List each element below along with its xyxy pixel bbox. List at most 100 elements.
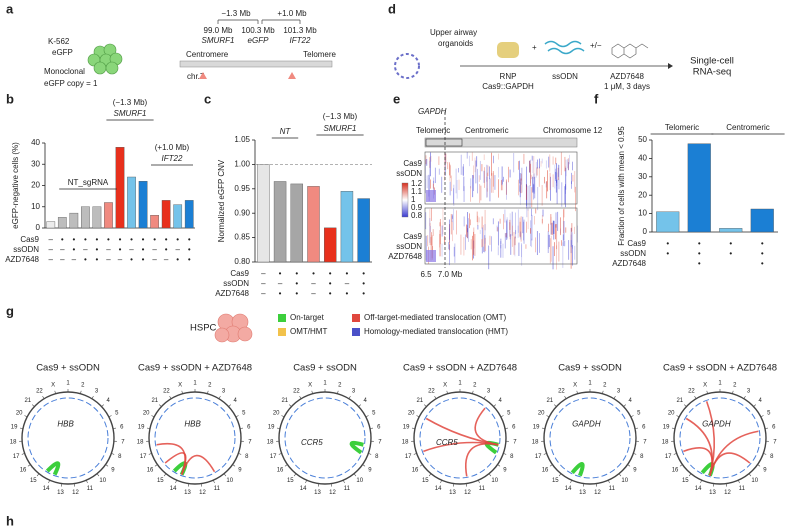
locus-position: 100.3 Mb [241, 26, 275, 35]
ideogram-tick [163, 473, 167, 477]
heat-cell [455, 168, 457, 194]
y-tick-label: 10 [638, 209, 647, 218]
heat-cell [497, 227, 499, 232]
plot-title: Cas9 + ssODN [558, 363, 622, 374]
annotation: (+1.0 Mb) [155, 143, 190, 152]
chromosome-label: 10 [491, 478, 498, 484]
chromosome-label: 8 [510, 454, 514, 460]
chromosome-label: 6 [642, 424, 646, 430]
heat-cell [439, 219, 441, 245]
heat-cell [477, 215, 479, 226]
heat-cell [433, 180, 434, 199]
y-tick-label: 0 [36, 223, 41, 232]
offset-label: +1.0 Mb [277, 9, 307, 18]
x-tick: 6.5 [420, 270, 432, 279]
annotation: SMURF1 [114, 109, 147, 118]
bar [307, 186, 320, 263]
chromosome-label: 13 [709, 490, 716, 496]
chromosome-label: 4 [107, 398, 111, 404]
region-label: Centromeric [465, 126, 509, 135]
plot-title: Cas9 + ssODN [36, 363, 100, 374]
heat-cell [492, 218, 494, 225]
chromosome-label: 19 [268, 424, 275, 430]
heat-cell [460, 154, 462, 175]
bar [273, 181, 287, 263]
chromosome-label: 10 [621, 478, 628, 484]
ideogram-tick [42, 395, 45, 399]
copy-number: eGFP copy = 1 [44, 79, 98, 88]
heat-cell [558, 165, 560, 190]
heat-cell [483, 154, 485, 161]
y-tick-label: 0 [643, 227, 648, 236]
readout: RNA-seq [693, 67, 732, 78]
heat-cell [521, 184, 523, 193]
heat-cell [554, 164, 556, 189]
heat-cell [434, 167, 436, 184]
condition-mark: – [49, 255, 54, 264]
centromere-label: Centromere [186, 50, 229, 59]
heat-cell [533, 184, 535, 193]
panel-letter: a [6, 1, 14, 16]
on-target-arc [45, 461, 61, 476]
legend-swatch [278, 314, 286, 322]
condition-mark: • [72, 235, 75, 244]
chromosome-label: 20 [408, 410, 415, 416]
condition-mark: – [175, 245, 180, 254]
heat-cell [564, 240, 566, 247]
ideogram-tick [27, 464, 31, 467]
scale-tick: 1 [411, 195, 416, 204]
heat-cell [470, 219, 471, 226]
heat-cell [452, 221, 453, 242]
heat-cell [498, 153, 499, 160]
condition-name: Cas9 [20, 235, 39, 244]
bar [323, 227, 337, 263]
heat-cell [470, 186, 471, 202]
bar [127, 176, 136, 229]
heat-cell [474, 233, 476, 256]
heat-cell [453, 208, 454, 231]
ideogram-tick [688, 473, 692, 477]
chromosome-label: 5 [637, 410, 641, 416]
bar [161, 200, 171, 229]
heat-cell [544, 176, 545, 184]
heat-cell [484, 167, 485, 188]
arrow-head [668, 63, 673, 69]
chromosome-label: 14 [300, 486, 307, 492]
heat-cell [476, 211, 478, 223]
chromosome-label: 2 [338, 383, 342, 389]
heat-cell [556, 179, 558, 204]
condition-mark: • [119, 245, 122, 254]
heat-cell [529, 185, 531, 209]
ideogram-tick [764, 427, 769, 429]
heat-cell [531, 238, 533, 248]
ideogram-ring [673, 391, 767, 485]
heat-cell [491, 236, 492, 252]
heat-cell [458, 167, 459, 173]
chromosome-label: 7 [513, 439, 517, 445]
heat-cell [547, 231, 549, 254]
heat-cell [536, 231, 538, 256]
organoid [394, 53, 420, 79]
chromosome-label: 19 [533, 424, 540, 430]
heat-cell [426, 158, 428, 166]
condition-mark: • [130, 235, 133, 244]
condition-mark: – [311, 279, 316, 288]
heat-cell [480, 185, 482, 201]
heatmap-frame [424, 207, 578, 265]
heat-cell [555, 171, 556, 181]
ideogram-tick [602, 390, 604, 394]
heat-cell [511, 225, 513, 247]
heat-cell [520, 231, 522, 240]
heat-cell [550, 223, 552, 235]
heat-cell [557, 164, 559, 177]
legend-swatch [278, 328, 286, 336]
condition-mark: – [72, 255, 77, 264]
condition-mark: – [164, 255, 169, 264]
chromosome-label: 15 [422, 478, 429, 484]
heat-cell [574, 245, 576, 260]
chromosome-label: 14 [43, 486, 50, 492]
bracket [217, 19, 301, 24]
heat-cell [550, 235, 552, 262]
chromosome-label: 16 [147, 467, 154, 473]
chromosome-label: 10 [99, 478, 106, 484]
